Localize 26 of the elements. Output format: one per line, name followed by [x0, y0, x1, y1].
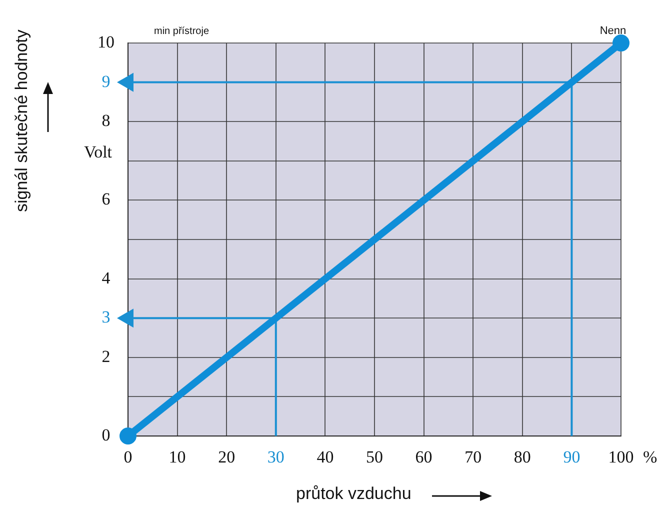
x-tick-label: 10	[168, 447, 186, 466]
y-tick-label: 0	[102, 425, 110, 444]
point	[612, 34, 630, 52]
x-tick-label: 20	[218, 447, 236, 466]
x-tick-label: 60	[415, 447, 432, 466]
y-tick-label: 2	[102, 346, 110, 366]
y-tick-label: 6	[102, 190, 110, 209]
y-tick-label: 10	[98, 32, 114, 52]
x-tick-label: 80	[514, 447, 531, 466]
annotation: Nenn	[600, 25, 626, 38]
x-axis-title: průtok vzduchu	[296, 484, 412, 504]
x-tick-label: 0	[124, 447, 132, 466]
x-tick-label: 100	[608, 447, 634, 466]
y-tick-label: 8	[102, 111, 110, 130]
x-tick-label: 70	[464, 447, 482, 466]
x-tick-label: 50	[366, 447, 383, 466]
text: min přístroje	[154, 26, 210, 37]
x-tick-label: 40	[316, 447, 334, 466]
text: %	[643, 447, 658, 466]
text: Volt	[84, 142, 112, 162]
y-tick-label: 9	[102, 72, 110, 91]
y-axis-title: signál skutečné hodnoty	[12, 30, 32, 212]
y-tick-label: 4	[102, 268, 111, 288]
x-tick-label: 30	[267, 447, 284, 466]
x-tick-label: 90	[563, 447, 580, 466]
y-tick-label: 3	[102, 308, 110, 327]
